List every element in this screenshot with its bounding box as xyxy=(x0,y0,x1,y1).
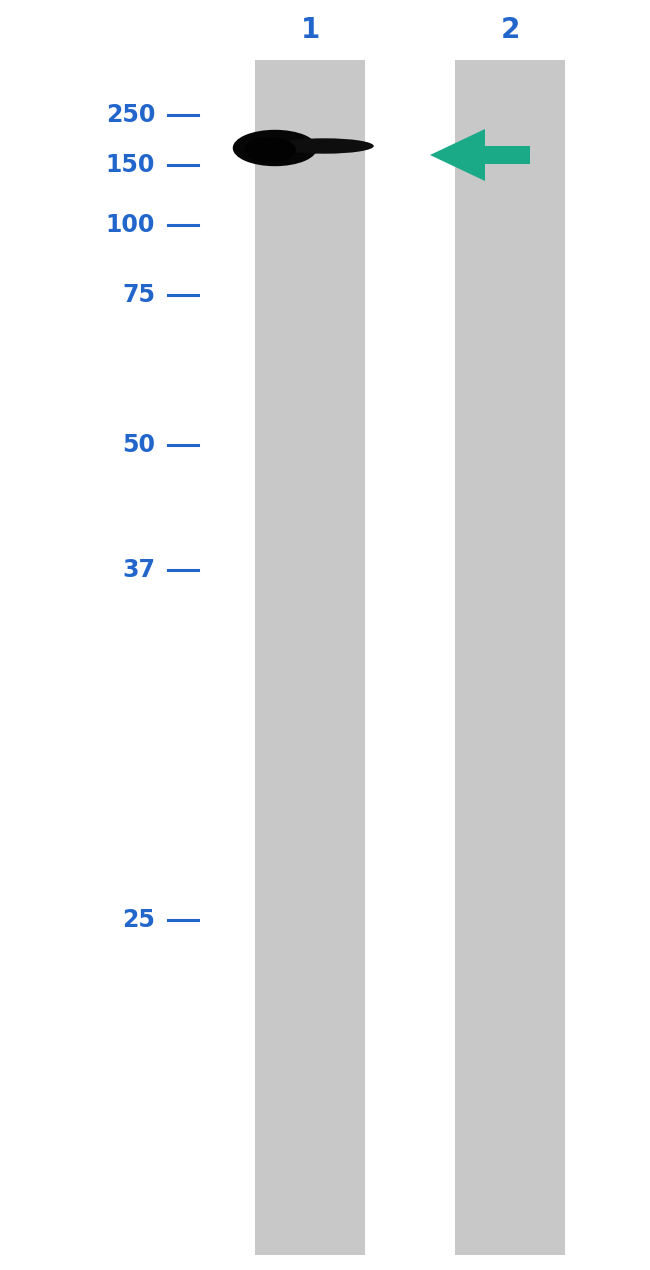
Text: 2: 2 xyxy=(500,17,520,44)
Text: 250: 250 xyxy=(105,103,155,127)
Text: 100: 100 xyxy=(105,213,155,237)
Text: 25: 25 xyxy=(122,908,155,932)
Text: 1: 1 xyxy=(300,17,320,44)
Text: 150: 150 xyxy=(105,152,155,177)
Ellipse shape xyxy=(244,137,296,163)
Bar xyxy=(255,60,365,1255)
Bar xyxy=(455,60,565,1255)
Text: 75: 75 xyxy=(122,283,155,307)
Ellipse shape xyxy=(233,130,317,166)
Polygon shape xyxy=(430,130,530,182)
Ellipse shape xyxy=(276,138,374,154)
Text: 37: 37 xyxy=(122,558,155,582)
Text: 50: 50 xyxy=(122,433,155,457)
